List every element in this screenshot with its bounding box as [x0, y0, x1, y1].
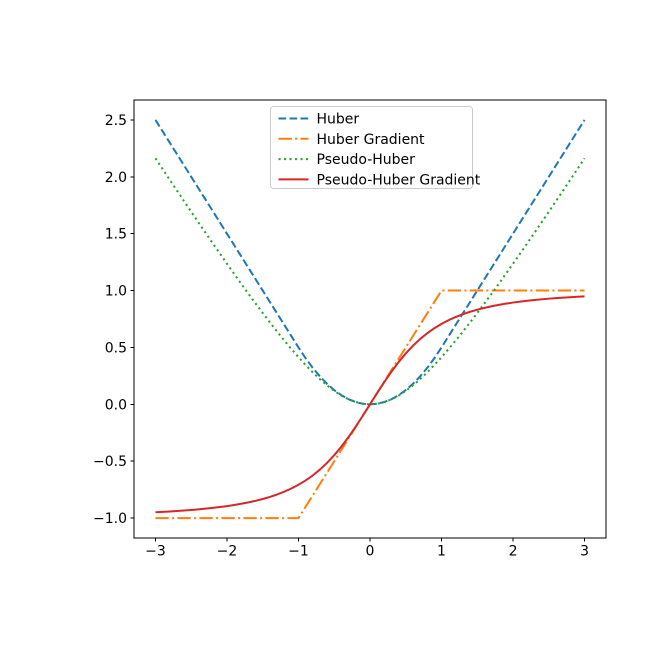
x-axis-tick-label: −1 [288, 544, 309, 560]
legend-label: Huber [317, 112, 360, 128]
y-axis-tick-label: 0.0 [105, 397, 127, 413]
series-line-pseudo-huber [154, 157, 586, 406]
y-axis-tick-label: 1.5 [105, 227, 127, 243]
x-axis-tick-label: 1 [437, 544, 446, 560]
legend-label: Huber Gradient [317, 132, 426, 148]
y-axis-tick-label: 2.0 [105, 170, 127, 186]
y-axis-tick-label: 2.5 [105, 113, 127, 129]
y-axis-tick-label: 0.5 [105, 340, 127, 356]
x-axis-tick-label: −2 [217, 544, 238, 560]
x-axis-tick-label: −3 [145, 544, 166, 560]
series-line-pseudo-huber-gradient [155, 295, 585, 514]
y-axis-tick-label: 1.0 [105, 284, 127, 300]
series-line-huber-gradient [155, 289, 585, 520]
legend-label: Pseudo-Huber [317, 152, 416, 168]
y-axis-tick-label: −0.5 [93, 454, 127, 470]
legend-label: Pseudo-Huber Gradient [317, 172, 481, 188]
x-axis-tick-label: 3 [580, 544, 589, 560]
y-axis-tick-label: −1.0 [93, 511, 127, 527]
x-axis-tick-label: 2 [509, 544, 518, 560]
x-axis-tick-label: 0 [366, 544, 375, 560]
plot-border [133, 99, 607, 539]
legend-box [270, 106, 473, 189]
